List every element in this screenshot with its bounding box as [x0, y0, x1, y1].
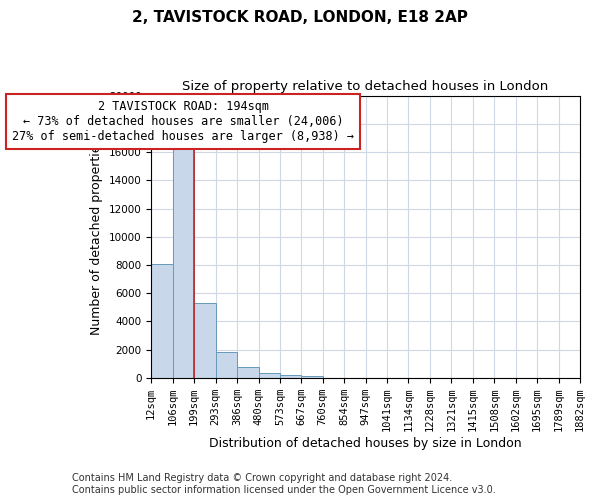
Text: 2 TAVISTOCK ROAD: 194sqm
← 73% of detached houses are smaller (24,006)
27% of se: 2 TAVISTOCK ROAD: 194sqm ← 73% of detach… [12, 100, 354, 143]
Bar [151, 264, 173, 378]
Title: Size of property relative to detached houses in London: Size of property relative to detached ho… [182, 80, 549, 93]
Bar [280, 375, 301, 378]
Bar [173, 145, 194, 378]
Bar [301, 376, 323, 378]
X-axis label: Distribution of detached houses by size in London: Distribution of detached houses by size … [209, 437, 522, 450]
Text: Contains HM Land Registry data © Crown copyright and database right 2024.
Contai: Contains HM Land Registry data © Crown c… [72, 474, 496, 495]
Text: 2, TAVISTOCK ROAD, LONDON, E18 2AP: 2, TAVISTOCK ROAD, LONDON, E18 2AP [132, 10, 468, 25]
Bar [194, 303, 215, 378]
Bar [237, 368, 259, 378]
Bar [215, 352, 237, 378]
Y-axis label: Number of detached properties: Number of detached properties [90, 138, 103, 336]
Bar [259, 374, 280, 378]
